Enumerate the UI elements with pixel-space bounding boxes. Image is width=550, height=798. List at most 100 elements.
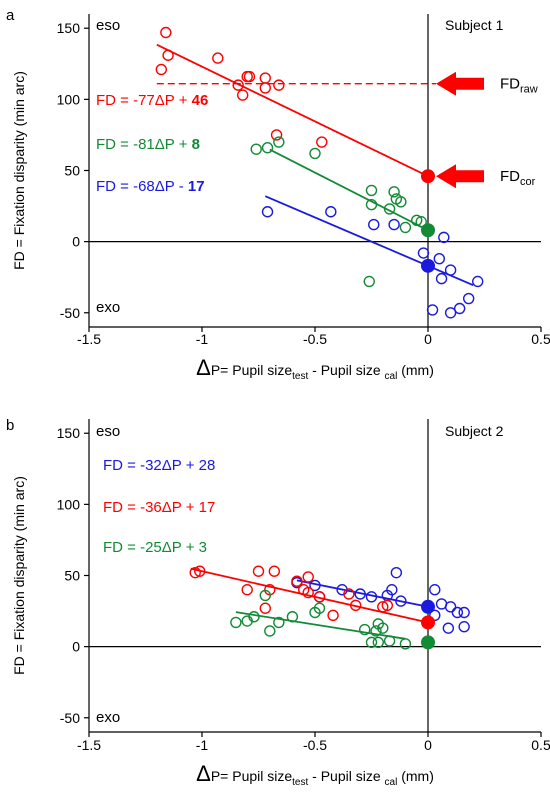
data-point — [261, 206, 274, 218]
data-point — [444, 264, 457, 276]
x-axis-label-unit: (mm) — [397, 362, 434, 378]
x-axis-label-sub-cal: cal — [385, 371, 398, 382]
subject-label: Subject 2 — [445, 423, 504, 439]
data-point — [388, 218, 400, 231]
data-point — [354, 588, 366, 600]
equation-blue: FD = -68ΔP - 17 — [96, 178, 205, 195]
arrow-label-main: FD — [500, 168, 520, 185]
data-point — [390, 566, 403, 579]
data-point — [273, 79, 285, 91]
data-point — [444, 307, 457, 319]
equation-constant: 28 — [199, 457, 216, 474]
x-axis-label-main: P= Pupil size — [211, 362, 293, 378]
data-point — [444, 601, 457, 613]
data-point — [395, 196, 407, 208]
series-blue — [291, 566, 470, 634]
data-point — [259, 72, 271, 84]
x-axis-label-delta: Δ — [196, 761, 211, 786]
chart-panel-a: a -50 0 50 100 150 -1.5 -1 -0.5 0 0.5 FD = Fixation… — [6, 7, 550, 382]
intercept-dot-blue — [421, 599, 435, 614]
series-green — [230, 589, 412, 650]
data-point — [230, 616, 242, 629]
data-point — [241, 70, 253, 83]
data-point — [372, 636, 384, 649]
data-point — [162, 49, 174, 61]
series-blue — [261, 195, 484, 319]
chart-panel-b: b -50 0 50 100 150 -1.5 -1 -0.5 0 0.5 FD = Fixation… — [6, 417, 550, 788]
data-point — [212, 52, 224, 64]
arrow-label-sub: cor — [520, 176, 536, 188]
x-tick-label: 0 — [424, 737, 432, 753]
x-axis-label: ΔP= Pupil sizetest - Pupil size cal (mm) — [196, 355, 434, 382]
x-tick-label: -1 — [196, 331, 209, 347]
data-point — [259, 589, 271, 602]
data-point — [458, 621, 470, 633]
equation-blue: FD = -32ΔP + 28 — [103, 457, 215, 474]
equation-constant: 8 — [192, 136, 200, 153]
y-tick-label: 50 — [64, 163, 80, 179]
data-point — [462, 292, 475, 305]
data-point — [435, 272, 448, 285]
data-point — [365, 198, 378, 211]
equation-constant: 17 — [188, 178, 205, 195]
data-point — [438, 231, 450, 244]
data-point — [383, 635, 396, 647]
y-tick-label: 150 — [57, 425, 81, 441]
equation-green: FD = -81ΔP + 8 — [96, 136, 200, 153]
y-tick-label: 150 — [57, 20, 81, 36]
equation-prefix: FD = -81ΔP + — [96, 136, 192, 153]
equation-constant: 46 — [192, 92, 209, 109]
data-point — [399, 638, 412, 650]
corner-label-exo: exo — [96, 299, 120, 316]
equation-prefix: FD = -32ΔP + — [103, 457, 199, 474]
equation-red: FD = -77ΔP + 46 — [96, 92, 208, 109]
data-point — [383, 203, 396, 215]
data-point — [365, 636, 378, 649]
data-point — [388, 186, 400, 198]
data-point — [451, 606, 464, 619]
data-point — [313, 591, 326, 603]
panel-letter: a — [6, 7, 15, 24]
x-axis-label-mid: - Pupil size — [308, 362, 384, 378]
data-point — [433, 253, 445, 265]
fit-line-red — [190, 567, 429, 624]
data-point — [417, 247, 430, 259]
data-point — [273, 136, 285, 148]
panel-letter: b — [6, 417, 14, 434]
data-point — [309, 579, 321, 592]
equation-constant: 3 — [199, 539, 207, 556]
intercept-dot-red — [421, 169, 435, 184]
data-point — [291, 575, 303, 587]
data-point — [399, 221, 412, 234]
data-point — [349, 599, 362, 612]
data-point — [429, 584, 441, 596]
data-point — [472, 275, 484, 288]
data-point — [259, 602, 271, 614]
data-point — [194, 565, 206, 577]
x-tick-label: -1.5 — [77, 737, 101, 753]
y-tick-label: 100 — [57, 496, 81, 512]
data-point — [395, 595, 407, 607]
corner-label-exo: exo — [96, 709, 120, 726]
x-axis-label-sub-test: test — [292, 371, 308, 382]
data-point — [270, 129, 283, 141]
data-point — [377, 601, 389, 613]
y-tick-label: 0 — [72, 234, 80, 250]
arrow-label-sub: raw — [520, 84, 538, 96]
intercept-dot-green — [421, 635, 435, 650]
data-point — [160, 26, 172, 39]
data-point — [232, 79, 244, 91]
data-point — [368, 218, 380, 231]
data-point — [415, 216, 427, 228]
data-point — [264, 625, 276, 637]
data-point — [343, 588, 355, 600]
x-tick-label: 0 — [424, 331, 432, 347]
data-point — [252, 565, 265, 577]
data-point — [313, 602, 326, 614]
x-tick-label: 0.5 — [531, 331, 550, 347]
data-point — [286, 611, 299, 623]
x-axis-label-sub-test: test — [292, 777, 308, 788]
intercept-dot-blue — [421, 258, 435, 273]
arrow-label-raw: FDraw — [500, 76, 538, 96]
data-point — [327, 609, 339, 622]
